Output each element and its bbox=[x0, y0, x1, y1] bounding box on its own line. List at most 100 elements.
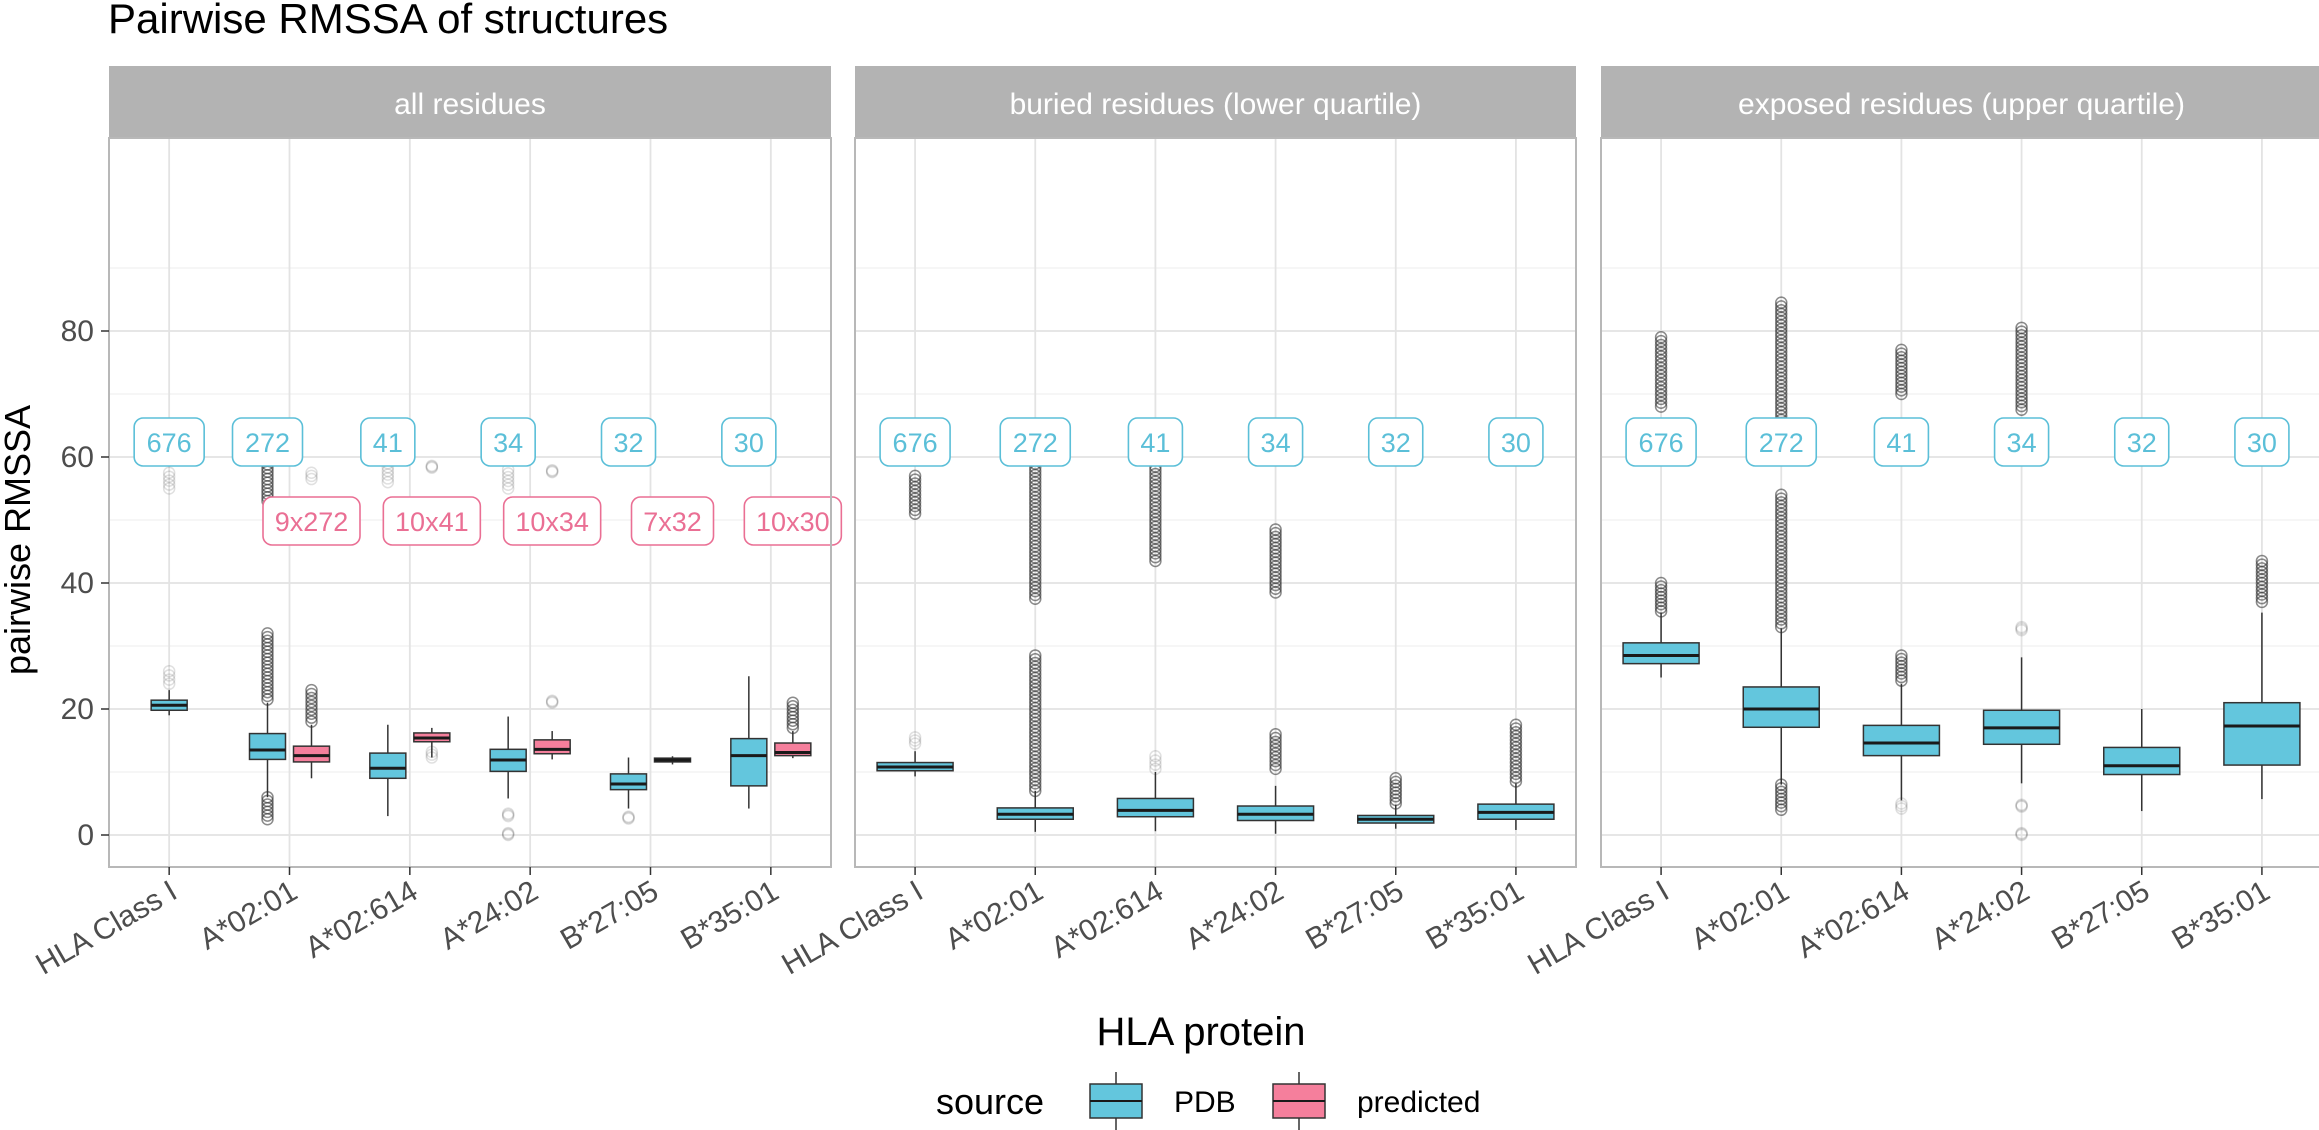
outlier-point bbox=[1895, 649, 1908, 662]
outlier-point bbox=[1269, 530, 1282, 544]
outlier-point bbox=[1389, 772, 1402, 785]
outlier-point bbox=[1775, 296, 1788, 309]
outlier-point bbox=[1509, 722, 1523, 735]
count-label-text: 32 bbox=[1381, 428, 1411, 458]
outlier-point bbox=[545, 463, 559, 477]
outlier-point bbox=[1654, 576, 1668, 590]
x-tick-label: A*02:614 bbox=[300, 874, 423, 964]
count-label: 272 bbox=[1745, 417, 1818, 467]
count-label-box bbox=[1625, 417, 1697, 467]
box bbox=[1236, 523, 1315, 834]
x-tick-label: A*02:01 bbox=[194, 874, 303, 956]
outlier-point bbox=[1895, 351, 1908, 364]
count-label-text: 272 bbox=[1013, 428, 1058, 458]
facet-panels: all residues 676 272 41 34 32 30 9x272 10x41 10x3… bbox=[30, 66, 2319, 981]
count-label-text: 32 bbox=[2127, 428, 2157, 458]
outlier-point bbox=[908, 731, 922, 744]
count-label-text: 34 bbox=[2007, 428, 2037, 458]
count-label-box bbox=[2234, 417, 2290, 467]
facet-panel: all residues 676 272 41 34 32 30 9x272 10x41 10x3… bbox=[30, 66, 843, 981]
x-tick-label: A*24:02 bbox=[1926, 874, 2035, 956]
panel-background bbox=[855, 138, 1576, 867]
outlier-point bbox=[162, 470, 176, 483]
outlier-point bbox=[425, 461, 439, 474]
predicted-count-label: 10x41 bbox=[382, 496, 482, 546]
box-body bbox=[292, 745, 331, 763]
count-label: 34 bbox=[1993, 417, 2050, 467]
count-label: 41 bbox=[1873, 417, 1930, 467]
count-label-text: 32 bbox=[613, 428, 643, 458]
count-label-text: 10x34 bbox=[515, 507, 589, 537]
outlier-point bbox=[622, 812, 635, 825]
outlier-point bbox=[2255, 554, 2269, 568]
count-label: 30 bbox=[2234, 417, 2290, 467]
outlier-point bbox=[381, 472, 395, 485]
count-label-text: 676 bbox=[147, 428, 192, 458]
y-axis-title: pairwise RMSSA bbox=[0, 405, 38, 675]
outlier-point bbox=[1029, 652, 1042, 666]
outlier-point bbox=[162, 478, 176, 491]
panel-border bbox=[1600, 137, 2319, 868]
x-tick-label: A*02:01 bbox=[940, 874, 1049, 956]
box-body bbox=[1862, 724, 1941, 757]
outlier-point bbox=[545, 694, 559, 708]
outlier-point bbox=[501, 828, 515, 842]
count-label-text: 7x32 bbox=[643, 507, 702, 537]
facet-strip bbox=[1601, 66, 2319, 138]
box-body bbox=[2103, 746, 2181, 776]
count-label-box bbox=[600, 417, 657, 467]
outlier-point bbox=[545, 696, 559, 709]
outlier-point bbox=[2015, 827, 2028, 841]
outlier-point bbox=[162, 474, 176, 487]
count-label-text: 272 bbox=[245, 428, 290, 458]
outlier-point bbox=[2015, 826, 2028, 840]
box bbox=[1982, 321, 2061, 842]
outlier-point bbox=[2015, 325, 2028, 338]
box bbox=[533, 463, 571, 760]
predicted-count-label: 9x272 bbox=[262, 496, 361, 546]
chart-title: Pairwise RMSSA of structures bbox=[108, 0, 668, 42]
outlier-point bbox=[305, 472, 318, 486]
box bbox=[292, 466, 331, 779]
y-tick-label: 20 bbox=[61, 693, 94, 726]
outlier-point bbox=[2015, 828, 2028, 842]
outlier-point bbox=[1269, 731, 1282, 745]
outlier-point bbox=[1269, 727, 1282, 741]
predicted-count-label: 10x30 bbox=[743, 496, 843, 546]
box bbox=[1116, 460, 1195, 832]
outlier-point bbox=[1895, 347, 1908, 360]
facet-panel: exposed residues (upper quartile) 676 272 4… bbox=[1522, 66, 2319, 981]
outlier-point bbox=[1654, 331, 1668, 344]
box bbox=[1862, 343, 1941, 815]
outlier-point bbox=[501, 808, 515, 822]
count-label-box bbox=[360, 417, 416, 467]
outlier-point bbox=[1389, 779, 1402, 792]
box-body bbox=[248, 732, 287, 761]
outlier-point bbox=[162, 482, 176, 495]
count-label: 41 bbox=[1127, 417, 1184, 467]
predicted-count-label: 7x32 bbox=[630, 496, 715, 546]
outlier-point bbox=[305, 687, 318, 701]
box-body bbox=[2223, 701, 2301, 766]
outlier-point bbox=[1509, 726, 1523, 739]
outlier-point bbox=[1775, 785, 1788, 799]
box bbox=[1477, 718, 1555, 830]
outlier-point bbox=[1895, 799, 1908, 813]
count-label-box bbox=[1367, 417, 1424, 467]
count-label: 272 bbox=[999, 417, 1072, 467]
count-label-text: 676 bbox=[1639, 428, 1684, 458]
x-tick-label: HLA Class I bbox=[776, 874, 928, 981]
count-label-text: 676 bbox=[893, 428, 938, 458]
outlier-point bbox=[545, 464, 559, 478]
outlier-point bbox=[1775, 300, 1788, 313]
legend-label: PDB bbox=[1174, 1086, 1236, 1119]
count-label-box bbox=[1993, 417, 2050, 467]
outlier-point bbox=[1389, 775, 1402, 789]
x-tick-label: B*27:05 bbox=[555, 874, 664, 956]
outlier-point bbox=[908, 734, 922, 747]
box bbox=[150, 466, 188, 716]
count-label: 30 bbox=[721, 417, 777, 467]
x-tick-label: B*35:01 bbox=[2166, 874, 2275, 956]
outlier-point bbox=[1654, 338, 1668, 352]
count-label-text: 41 bbox=[373, 428, 403, 458]
